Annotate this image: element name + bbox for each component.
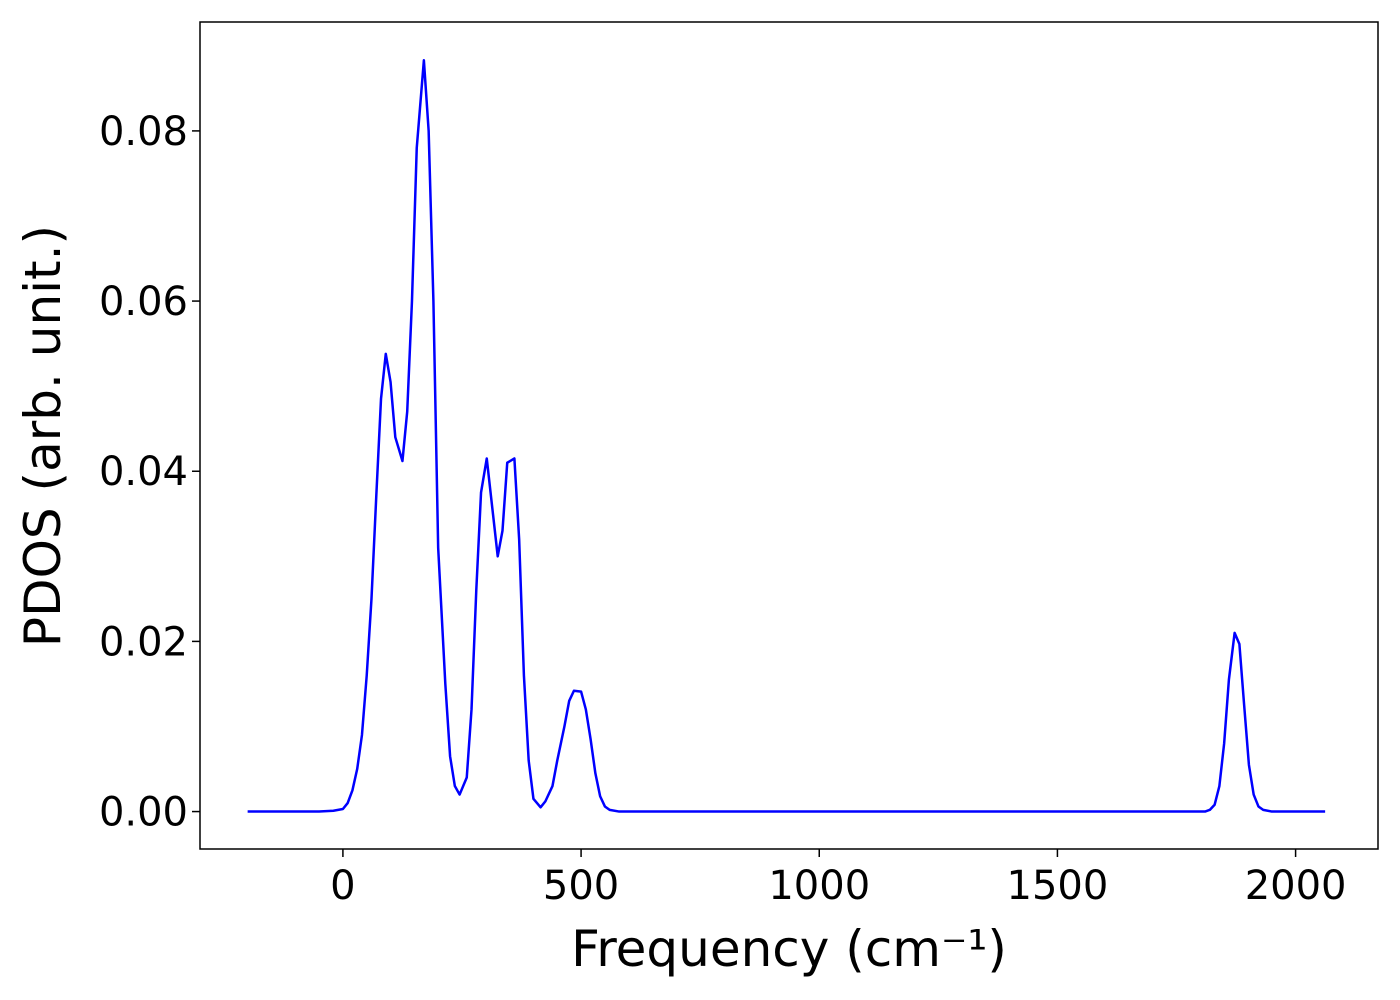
x-tick-label: 500 [543, 863, 619, 909]
x-tick-label: 2000 [1245, 863, 1347, 909]
x-tick-label: 1000 [768, 863, 870, 909]
y-tick-label: 0.04 [99, 449, 188, 495]
x-tick-label: 1500 [1007, 863, 1109, 909]
x-tick-label: 0 [330, 863, 355, 909]
y-tick-label: 0.08 [99, 109, 188, 155]
y-tick-label: 0.06 [99, 279, 188, 325]
y-tick-label: 0.02 [99, 619, 188, 665]
y-tick-label: 0.00 [99, 790, 188, 836]
data-line [247, 59, 1326, 813]
plot-frame [199, 21, 1379, 850]
x-axis-label: Frequency (cm⁻¹) [571, 920, 1007, 978]
y-axis-label: PDOS (arb. unit.) [14, 225, 72, 647]
